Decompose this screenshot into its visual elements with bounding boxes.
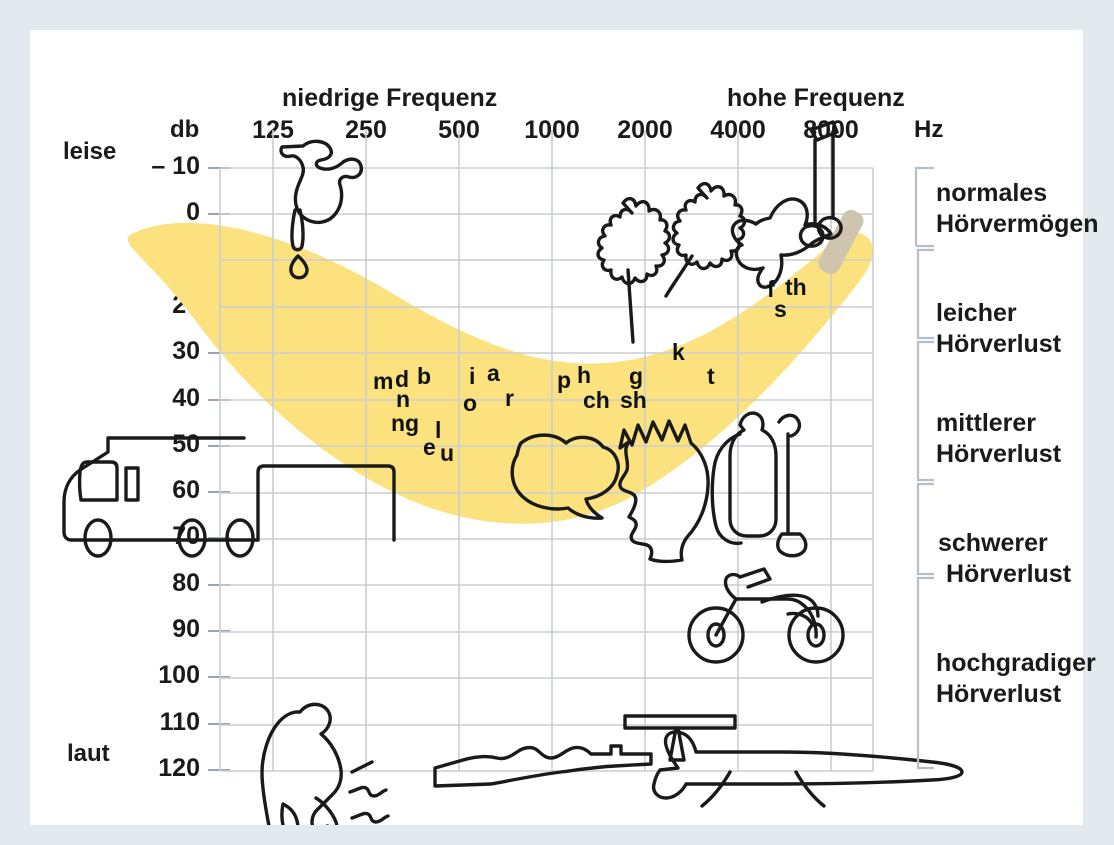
- vacuum-cleaner-icon: [710, 411, 808, 558]
- y-tick-mm10: – 10: [151, 152, 200, 180]
- motorcycle-icon: [687, 567, 845, 664]
- truck-icon: [62, 436, 396, 558]
- speech-banana-shape: [127, 222, 873, 524]
- category-3: mittlerer Hörverlust: [936, 408, 1061, 470]
- jackhammer-worker-icon: [260, 702, 390, 825]
- loud-label: laut: [67, 740, 110, 767]
- category-line2: Hörvermögen: [936, 210, 1099, 238]
- category-line1: schwerer: [938, 529, 1048, 557]
- leaf-icon-2: [664, 181, 747, 298]
- grid-lines: [219, 130, 874, 772]
- phoneme-ch: ch: [583, 387, 610, 413]
- low-frequency-title: niedrige Frequenz: [282, 84, 498, 112]
- y-tickmark: [208, 768, 230, 771]
- y-tick-70: 70: [172, 522, 200, 551]
- category-1: normales Hörvermögen: [936, 178, 1099, 240]
- phoneme-u: u: [440, 440, 455, 466]
- y-tickmark: [208, 444, 230, 447]
- db-unit-label: db: [170, 116, 200, 143]
- phoneme-s: s: [774, 296, 787, 322]
- phoneme-d: d: [395, 366, 410, 392]
- y-tickmark: [208, 491, 230, 494]
- phoneme-r: r: [505, 385, 514, 411]
- hz-unit-label: Hz: [914, 116, 944, 143]
- y-tickmark: [208, 630, 230, 632]
- category-2: leicher Hörverlust: [936, 298, 1061, 360]
- category-line1: leicher: [936, 299, 1017, 327]
- y-tick-110: 110: [159, 707, 200, 736]
- category-line1: hochgradiger: [936, 649, 1096, 677]
- y-tickmark: [208, 167, 230, 169]
- leaf-icon-1: [596, 196, 672, 344]
- figure-canvas: niedrige Frequenz hohe Frequenz db Hz 12…: [30, 30, 1099, 825]
- phoneme-ng: ng: [391, 410, 420, 436]
- banana-stem-icon: [818, 209, 864, 275]
- y-tick-100: 100: [158, 661, 200, 690]
- phoneme-a: a: [487, 360, 500, 386]
- rifle-icon: [433, 744, 653, 788]
- phoneme-sh: sh: [620, 387, 647, 413]
- category-line1: mittlerer: [936, 409, 1037, 437]
- phoneme-p: p: [557, 367, 572, 393]
- phoneme-th: th: [785, 274, 807, 300]
- speech-bubble-icon: [510, 433, 620, 520]
- phoneme-g: g: [629, 363, 644, 389]
- y-tickmark: [208, 213, 230, 216]
- phoneme-n: n: [396, 386, 411, 412]
- plot-area: [62, 120, 964, 825]
- phoneme-o: o: [463, 390, 478, 416]
- y-tick-50: 50: [172, 429, 200, 458]
- y-tickmark: [208, 583, 230, 586]
- phoneme-t: t: [707, 363, 715, 389]
- y-tick-80: 80: [172, 568, 200, 597]
- airplane-icon: [623, 714, 964, 808]
- phoneme-i: i: [469, 363, 476, 389]
- y-tickmark: [208, 398, 230, 401]
- y-tick-30: 30: [172, 337, 200, 366]
- category-5: hochgradiger Hörverlust: [936, 648, 1096, 710]
- category-line1: normales: [936, 179, 1048, 207]
- quiet-label: leise: [63, 138, 117, 165]
- phoneme-l: l: [435, 417, 442, 443]
- category-line2: Hörverlust: [946, 560, 1072, 588]
- y-tick-60: 60: [172, 476, 200, 505]
- category-line2: Hörverlust: [936, 680, 1062, 708]
- dripping-faucet-icon: [279, 139, 364, 280]
- music-note-icon: [798, 120, 843, 248]
- y-tick-0: 0: [186, 198, 200, 227]
- category-line2: Hörverlust: [936, 440, 1062, 468]
- high-frequency-title: hohe Frequenz: [727, 84, 905, 112]
- y-tick-120: 120: [158, 753, 200, 782]
- phoneme-h: h: [577, 362, 592, 388]
- y-tickmark: [208, 722, 230, 725]
- bird-icon: [730, 197, 833, 289]
- category-line2: Hörverlust: [936, 330, 1062, 358]
- category-brackets: [914, 166, 934, 770]
- y-tickmark: [208, 352, 230, 355]
- phoneme-m: m: [373, 368, 394, 394]
- y-tick-90: 90: [172, 615, 200, 643]
- phoneme-e: e: [423, 434, 436, 460]
- talking-head-icon: [618, 419, 710, 564]
- y-tickmark: [208, 676, 230, 679]
- category-4: schwerer Hörverlust: [938, 528, 1071, 590]
- y-tick-40: 40: [172, 383, 200, 412]
- phoneme-k: k: [672, 339, 685, 365]
- phoneme-f: f: [767, 276, 775, 302]
- phoneme-b: b: [417, 363, 432, 389]
